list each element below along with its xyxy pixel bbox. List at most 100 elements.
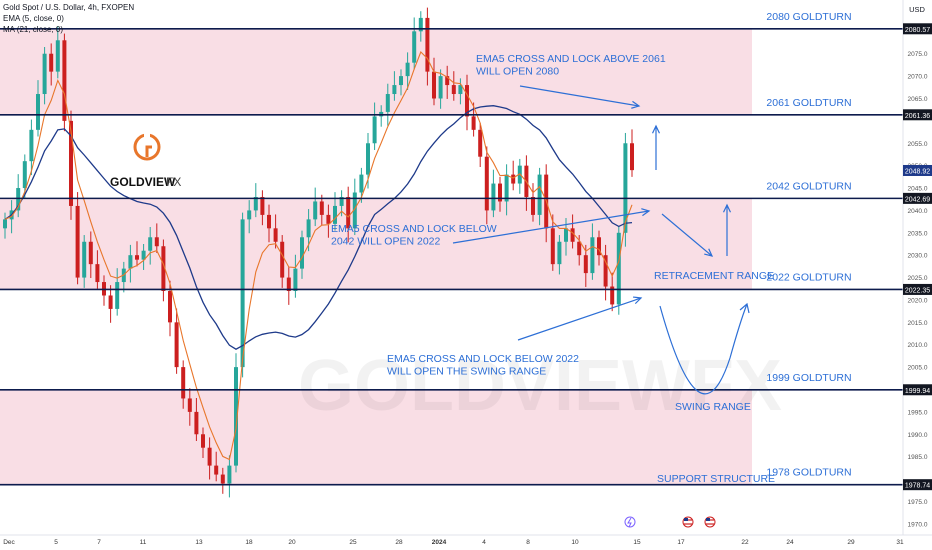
level-label: 2042 GOLDTURN [766, 180, 851, 192]
y-tick-label: 1995.0 [908, 409, 928, 416]
candle [471, 102, 476, 137]
candle [286, 267, 291, 305]
current-price-tag [903, 164, 932, 176]
candle-body [55, 40, 60, 72]
candle-body [128, 255, 133, 269]
arrow-head-icon [651, 124, 661, 134]
level-label: 2061 GOLDTURN [766, 97, 851, 109]
candle-body [201, 434, 205, 448]
candle-body [451, 85, 456, 95]
candle-body [207, 447, 212, 466]
candle [207, 437, 212, 480]
candle [517, 158, 522, 194]
y-tick-label: 2010.0 [908, 342, 928, 349]
swing-curve-arrow [659, 302, 750, 395]
candle [610, 272, 615, 312]
candle-body [537, 174, 542, 215]
arrow-head-icon [739, 302, 750, 314]
candle-body [247, 210, 252, 220]
candle-body [115, 282, 120, 309]
time-axis[interactable]: Dec 5 7 11 13 18 20 25 28 2024 4 8 10 15 17 22 24 29 31 [0, 534, 932, 546]
us-flag-icon [704, 516, 716, 528]
candle-body [306, 219, 311, 238]
goldviewfx-watermark: GOLDVIEWFX [298, 346, 782, 426]
candle [29, 119, 34, 176]
arrow-head-icon [641, 208, 651, 217]
logo-g-icon [145, 145, 152, 157]
candle-body [352, 192, 357, 229]
candle [392, 71, 397, 101]
candle [346, 186, 351, 243]
candle [438, 69, 443, 109]
x-tick-label: 29 [847, 539, 855, 546]
price-tag [903, 192, 932, 204]
arrow-to-2022 [517, 296, 643, 341]
annotation-text: EMA5 CROSS AND LOCK BELOW 2022 [387, 353, 579, 365]
y-tick-label: 1990.0 [908, 432, 928, 439]
candle-body [154, 237, 159, 247]
candle-body [630, 143, 634, 171]
candle-body [504, 174, 509, 202]
candle-body [326, 214, 331, 224]
candle [187, 388, 192, 426]
candle [174, 308, 179, 374]
candle [88, 231, 93, 279]
candle [253, 183, 258, 218]
candle [42, 47, 47, 105]
arrow-shaft [452, 210, 650, 244]
annotation-text: WILL OPEN 2080 [476, 66, 559, 78]
us-flag-icon [682, 516, 694, 528]
price-tag-value: 2022.35 [905, 287, 930, 294]
candle-body [227, 465, 232, 484]
candle-body [214, 465, 219, 475]
candle [115, 268, 120, 316]
candle [240, 212, 245, 378]
x-tick-label: 11 [140, 539, 147, 546]
candle-body [597, 237, 601, 256]
ema-legend[interactable]: EMA (5, close, 0) [3, 14, 64, 23]
candle-body [49, 53, 54, 72]
y-tick-label: 2025.0 [908, 275, 928, 282]
symbol-legend[interactable]: Gold Spot / U.S. Dollar, 4h, FXOPEN [3, 3, 135, 12]
x-tick-label: 17 [677, 539, 685, 546]
ma-legend[interactable]: MA (21, close, 0) [3, 25, 64, 34]
candle-body [432, 71, 436, 99]
candle-body [425, 17, 430, 72]
candle-body [273, 228, 278, 242]
candle-body [16, 188, 21, 211]
annotation-text: 2042 WILL OPEN 2022 [331, 236, 441, 248]
price-tag-value: 2061.36 [905, 113, 930, 120]
candle-body [484, 156, 489, 211]
candle-body [471, 116, 476, 130]
candle-body [458, 85, 463, 95]
y-tick-label: 2055.0 [908, 141, 928, 148]
annotation-text: WILL OPEN THE SWING RANGE [387, 366, 546, 378]
candle-body [194, 411, 199, 435]
price-tag [903, 384, 932, 396]
current-price-value: 2048.92 [905, 168, 930, 175]
price-tag [903, 109, 932, 121]
candle [623, 132, 628, 247]
annotation-text: EMA5 CROSS AND LOCK ABOVE 2061 [476, 53, 666, 65]
candle [498, 176, 502, 212]
x-tick-label: 28 [395, 539, 403, 546]
candle-body [280, 241, 285, 278]
candle [425, 7, 430, 86]
candle-body [95, 264, 100, 283]
candle-body [392, 85, 397, 95]
candle-body [135, 255, 139, 260]
price-axis[interactable]: USD 2080.57 2061.36 2042.69 2022.35 1999.94 1… [902, 0, 932, 535]
candle [227, 455, 232, 498]
candle-body [333, 205, 337, 224]
candle-body [300, 237, 304, 269]
candle-body [583, 255, 588, 274]
candle-body [412, 31, 417, 63]
lightning-icon [624, 516, 636, 528]
candle-body [550, 228, 555, 265]
candle [273, 214, 278, 249]
x-tick-label: 10 [571, 539, 579, 546]
candle-body [234, 367, 238, 466]
candle [432, 57, 436, 106]
